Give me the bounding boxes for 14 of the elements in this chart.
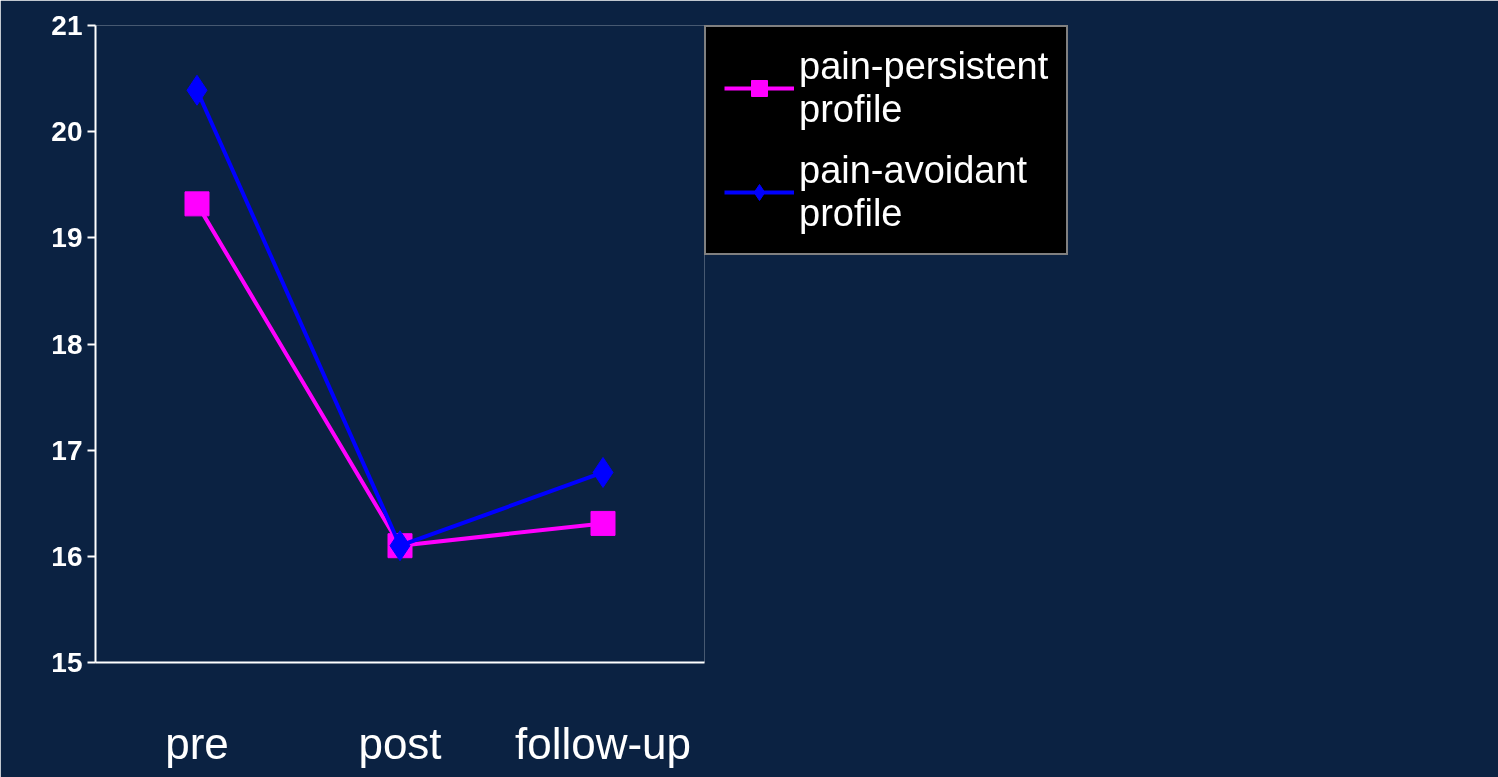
x-tick-label: follow-up (514, 718, 692, 768)
y-tick-label: 16 (51, 540, 83, 572)
legend-label: pain-persistent profile (799, 45, 1049, 131)
legend-label: pain-avoidant profile (799, 149, 1028, 235)
y-tick-label: 18 (51, 328, 83, 360)
y-tick-label: 19 (51, 222, 83, 254)
x-tick-label: pre (165, 718, 229, 768)
x-tick-label: post (358, 718, 442, 768)
y-tick-label: 17 (51, 434, 83, 466)
y-tick-label: 15 (51, 647, 83, 678)
point (590, 510, 616, 536)
y-tick-label: 20 (51, 116, 83, 148)
y-tick-label: 21 (51, 10, 83, 41)
point (184, 191, 210, 217)
